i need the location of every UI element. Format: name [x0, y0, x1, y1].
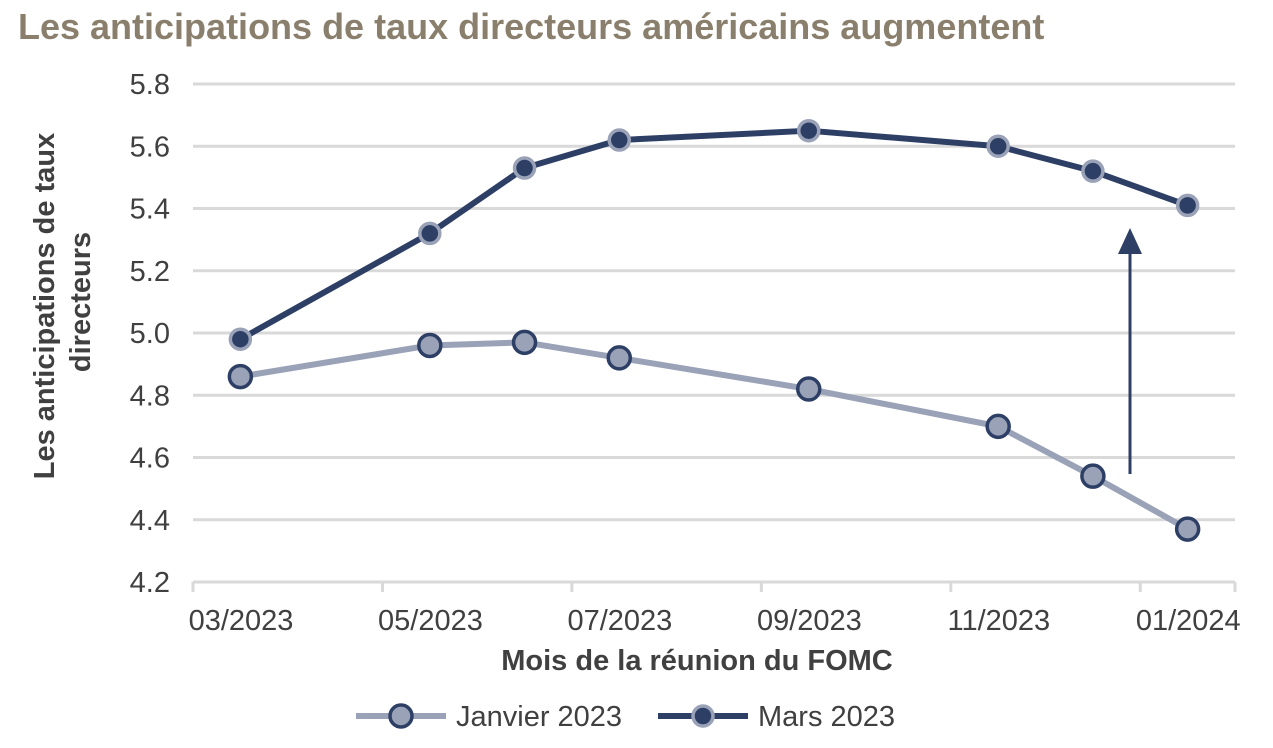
y-tick-label: 4.2: [130, 567, 170, 599]
x-tick-label: 05/2023: [378, 605, 483, 637]
series-line-janvier: [239, 339, 1190, 532]
data-point-mars: [512, 156, 537, 180]
x-tick-label: 09/2023: [757, 605, 862, 637]
y-axis-title: Les anticipations de taux directeurs: [29, 125, 97, 480]
y-tick-label: 5.0: [130, 318, 170, 350]
legend-label: Mars 2023: [758, 701, 895, 733]
data-point-janvier: [795, 376, 822, 402]
y-tick-label: 5.4: [130, 194, 170, 226]
data-point-janvier: [985, 413, 1011, 440]
x-axis-title: Mois de la réunion du FOMC: [501, 645, 893, 677]
data-point-mars: [607, 128, 632, 152]
data-point-mars: [796, 118, 821, 143]
increase-arrow-head: [1118, 228, 1142, 254]
x-axis: [191, 580, 1237, 592]
series-group: [227, 118, 1201, 542]
data-point-janvier: [417, 332, 443, 359]
x-tick-label: 01/2024: [1136, 605, 1241, 637]
y-tick-label: 4.6: [130, 443, 170, 475]
gridlines: [193, 82, 1235, 522]
data-point-janvier: [1174, 516, 1201, 542]
data-point-mars: [1081, 159, 1105, 183]
data-point-mars: [418, 221, 442, 246]
data-point-janvier: [227, 363, 254, 390]
data-point-janvier: [606, 345, 633, 371]
chart-title: Les anticipations de taux directeurs amé…: [18, 6, 1045, 47]
y-tick-label: 5.2: [130, 256, 170, 288]
legend-label: Janvier 2023: [456, 701, 622, 733]
legend: Janvier 2023 Mars 2023: [356, 701, 895, 733]
data-point-mars: [1175, 193, 1200, 218]
data-point-janvier: [511, 329, 538, 356]
legend-marker: [691, 704, 715, 728]
y-axis-ticks: 4.2 4.4 4.6 4.8 5.0 5.2 5.4 5.6 5.8: [130, 69, 170, 599]
data-point-mars: [986, 134, 1010, 158]
y-tick-label: 5.8: [130, 69, 170, 101]
x-tick-label: 07/2023: [567, 605, 672, 637]
series-line-mars: [238, 127, 1189, 342]
x-axis-ticks: 03/2023 05/2023 07/2023 09/2023 11/2023 01/20…: [189, 605, 1241, 637]
x-tick-label: 03/2023: [189, 605, 294, 637]
data-point-janvier: [1080, 463, 1106, 489]
y-tick-label: 5.6: [130, 131, 170, 163]
y-tick-label: 4.8: [130, 380, 170, 412]
x-tick-label: 11/2023: [947, 605, 1050, 637]
legend-marker: [388, 703, 414, 729]
y-tick-label: 4.4: [130, 505, 170, 537]
data-point-mars: [228, 327, 253, 351]
